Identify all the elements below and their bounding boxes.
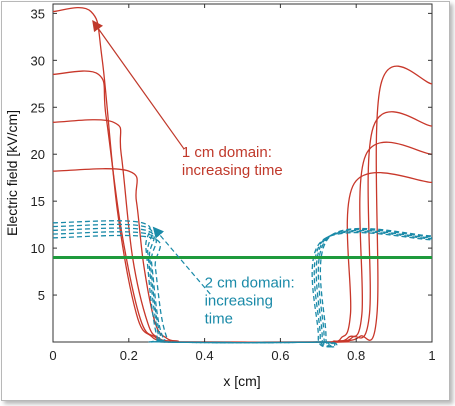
x-tick-label: 0.6 bbox=[271, 348, 289, 363]
x-tick-label: 0.2 bbox=[120, 348, 138, 363]
y-tick-label: 5 bbox=[38, 288, 45, 303]
y-axis: 5 10 15 20 25 30 35 bbox=[31, 6, 432, 303]
x-tick-label: 1 bbox=[428, 348, 435, 363]
x-tick-label: 0.4 bbox=[196, 348, 214, 363]
x-axis: 0 0.2 0.4 0.6 0.8 1 bbox=[49, 4, 436, 363]
annotation-line: time bbox=[205, 311, 233, 328]
y-tick-label: 25 bbox=[31, 100, 45, 115]
annotation-line: 1 cm domain: bbox=[182, 144, 272, 161]
annotation-text-2: 2 cm domain: increasing time bbox=[205, 275, 295, 328]
annotation-text-1: 1 cm domain: increasing time bbox=[182, 144, 283, 179]
y-tick-label: 10 bbox=[31, 241, 45, 256]
x-axis-label: x [cm] bbox=[223, 373, 260, 389]
series-layer bbox=[52, 6, 433, 348]
y-tick-label: 20 bbox=[31, 147, 45, 162]
annotation-arrow-1 bbox=[92, 20, 185, 149]
y-tick-label: 15 bbox=[31, 194, 45, 209]
dashed-series-line-3 bbox=[52, 227, 433, 348]
annotation-arrow-2 bbox=[152, 226, 211, 295]
y-tick-label: 30 bbox=[31, 53, 45, 68]
x-tick-label: 0 bbox=[49, 348, 56, 363]
y-tick-label: 35 bbox=[31, 6, 45, 21]
annotation-line: 2 cm domain: bbox=[205, 275, 295, 292]
annotation-line: increasing time bbox=[182, 162, 283, 179]
annotation-line: increasing bbox=[205, 293, 273, 310]
x-tick-label: 0.8 bbox=[347, 348, 365, 363]
y-axis-label: Electric field [kV/cm] bbox=[4, 110, 20, 236]
dashed-series-line-5 bbox=[52, 227, 433, 348]
